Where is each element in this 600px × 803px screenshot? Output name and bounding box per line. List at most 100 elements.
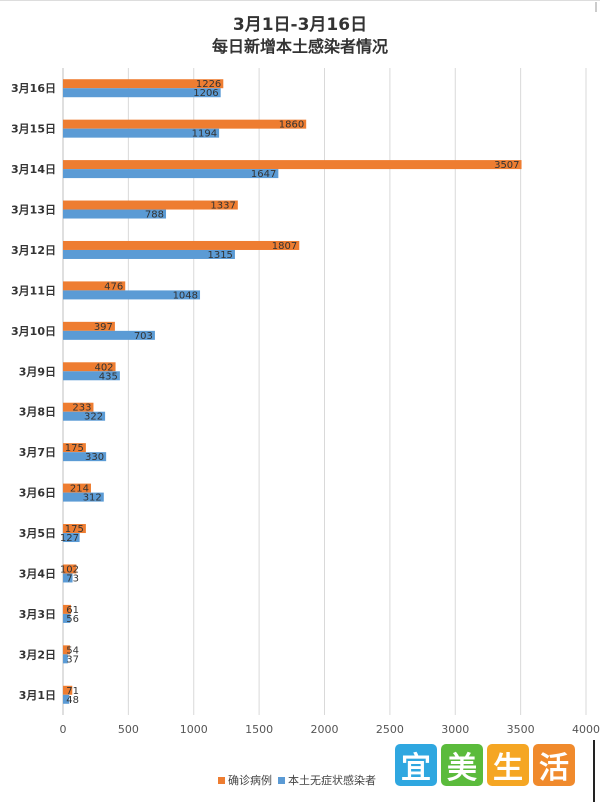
y-category-label: 3月1日 [19, 689, 56, 702]
bar-asymptomatic [63, 209, 167, 219]
y-category-label: 3月16日 [11, 82, 56, 95]
bar-asymptomatic [63, 452, 107, 462]
data-label: 1048 [173, 290, 198, 301]
chart-subtitle: 每日新增本土感染者情况 [211, 37, 388, 56]
y-category-label: 3月4日 [19, 567, 56, 580]
y-category-label: 3月2日 [19, 648, 56, 661]
data-label: 175 [65, 443, 84, 454]
y-category-label: 3月13日 [11, 204, 56, 217]
bar-asymptomatic [63, 694, 70, 704]
data-label: 214 [70, 484, 89, 495]
bar-confirmed [63, 200, 238, 210]
legend-label-asymptomatic: 本土无症状感染者 [288, 774, 376, 787]
y-category-label: 3月5日 [19, 527, 56, 540]
bar-confirmed [63, 79, 224, 89]
x-tick-label: 4000 [572, 723, 600, 736]
x-tick-label: 1000 [180, 723, 208, 736]
bar-asymptomatic [63, 290, 201, 300]
data-label: 175 [65, 524, 84, 535]
data-label: 1315 [207, 250, 232, 261]
chart-title: 3月1日-3月16日 [232, 15, 368, 35]
x-tick-label: 3500 [507, 723, 535, 736]
edge-mark [595, 2, 597, 12]
data-label: 476 [104, 281, 123, 292]
legend: 确诊病例 本土无症状感染者 [218, 772, 382, 788]
data-label: 1206 [193, 88, 218, 99]
bar-confirmed [63, 281, 126, 291]
bar-asymptomatic [63, 613, 71, 623]
x-tick-label: 2000 [311, 723, 339, 736]
data-label: 1860 [279, 120, 304, 131]
data-label: 73 [66, 573, 79, 584]
top-rule [0, 0, 600, 1]
bar-asymptomatic [63, 654, 68, 664]
y-category-label: 3月3日 [19, 608, 56, 621]
bar-confirmed [63, 443, 86, 453]
y-category-label: 3月7日 [19, 446, 56, 459]
x-tick-label: 500 [118, 723, 139, 736]
data-label: 1194 [192, 129, 217, 140]
data-label: 322 [84, 412, 103, 423]
bar-asymptomatic [63, 88, 221, 98]
y-category-label: 3月12日 [11, 244, 56, 257]
data-label: 48 [66, 695, 79, 706]
data-label: 54 [66, 645, 79, 656]
bar-confirmed [63, 483, 91, 493]
data-label: 402 [94, 362, 113, 373]
watermark-char: 生 [487, 744, 529, 786]
watermark-char: 宜 [395, 744, 437, 786]
data-label: 1647 [251, 169, 276, 180]
bar-asymptomatic [63, 411, 106, 421]
legend-swatch-asymptomatic [278, 776, 285, 784]
bar-confirmed [63, 119, 307, 129]
data-label: 3507 [494, 160, 519, 171]
bar-confirmed [63, 564, 77, 574]
data-label: 1807 [272, 241, 297, 252]
x-tick-label: 3000 [441, 723, 469, 736]
data-label: 37 [66, 654, 79, 665]
y-category-label: 3月14日 [11, 163, 56, 176]
legend-swatch-confirmed [218, 776, 225, 784]
watermark-logo: 宜 美 生 活 [395, 744, 575, 786]
bar-asymptomatic [63, 169, 279, 179]
x-tick-label: 1500 [245, 723, 273, 736]
y-category-label: 3月11日 [11, 284, 56, 297]
data-label: 330 [85, 452, 104, 463]
data-label: 397 [94, 322, 113, 333]
bar-confirmed [63, 524, 86, 534]
bar-asymptomatic [63, 128, 220, 138]
data-label: 71 [66, 686, 79, 697]
data-label: 1226 [196, 79, 221, 90]
y-category-label: 3月8日 [19, 406, 56, 419]
y-category-label: 3月6日 [19, 487, 56, 500]
bar-confirmed [63, 604, 71, 614]
data-label: 435 [99, 371, 118, 382]
bar-confirmed [63, 160, 522, 170]
data-label: 56 [66, 614, 79, 625]
data-label: 1337 [210, 201, 235, 212]
bar-asymptomatic [63, 371, 120, 381]
y-category-label: 3月15日 [11, 123, 56, 136]
data-label: 61 [66, 605, 79, 616]
bar-confirmed [63, 321, 115, 331]
bar-confirmed [63, 362, 116, 372]
bar-confirmed [63, 240, 300, 250]
data-label: 102 [60, 564, 79, 575]
data-label: 312 [83, 493, 102, 504]
bar-asymptomatic [63, 573, 73, 583]
y-category-label: 3月10日 [11, 325, 56, 338]
watermark-char: 活 [533, 744, 575, 786]
x-tick-label: 2500 [376, 723, 404, 736]
watermark-char: 美 [441, 744, 483, 786]
edge-mark [593, 740, 595, 802]
data-label: 233 [72, 403, 91, 414]
x-tick-label: 0 [60, 723, 67, 736]
bar-confirmed [63, 645, 71, 655]
bar-asymptomatic [63, 492, 104, 502]
bar-asymptomatic [63, 249, 235, 259]
bar-confirmed [63, 402, 94, 412]
data-label: 127 [60, 533, 79, 544]
bar-asymptomatic [63, 330, 155, 340]
y-category-label: 3月9日 [19, 365, 56, 378]
